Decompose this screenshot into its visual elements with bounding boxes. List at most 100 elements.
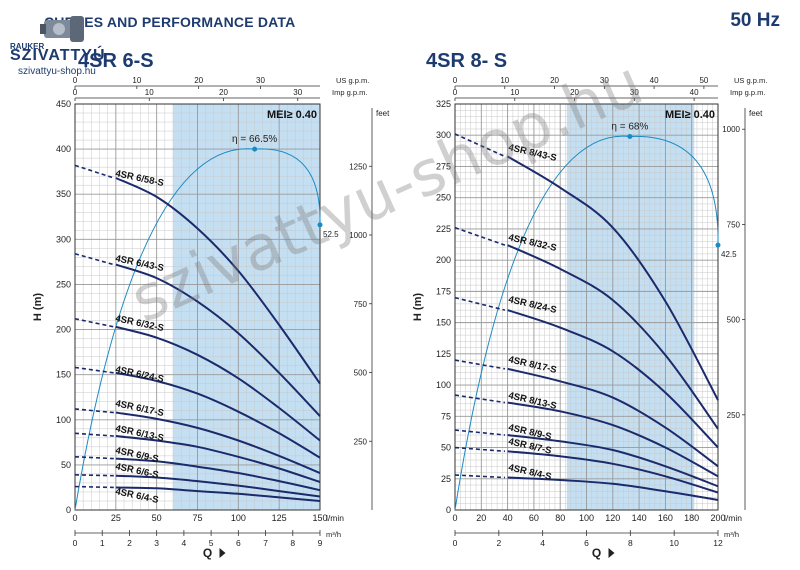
efficiency-end-marker bbox=[715, 242, 721, 248]
curve-dashed-5 bbox=[74, 432, 114, 437]
curve-dashed-0 bbox=[454, 133, 506, 158]
feet-unit-label: feet bbox=[749, 109, 763, 118]
m3h-tick-label: 10 bbox=[669, 538, 679, 548]
q-tick-label: 0 bbox=[452, 513, 457, 523]
curve-dashed-3 bbox=[74, 366, 114, 374]
efficiency-end-label: 52.5 bbox=[323, 230, 339, 239]
curve-2 bbox=[507, 309, 719, 449]
curve-1 bbox=[115, 263, 321, 417]
q-arrow-icon bbox=[608, 548, 615, 558]
m3h-tick-label: 8 bbox=[290, 538, 295, 548]
curve-4 bbox=[115, 411, 321, 474]
plot-frame bbox=[454, 103, 719, 511]
curve-6 bbox=[115, 457, 321, 492]
q-tick-label: 80 bbox=[555, 513, 565, 523]
q-arrow-icon bbox=[219, 548, 226, 558]
impgpm-tick-label: 10 bbox=[145, 88, 154, 97]
feet-tick-label: 1000 bbox=[722, 125, 740, 134]
feet-tick-label: 500 bbox=[354, 369, 368, 378]
efficiency-peak-marker bbox=[252, 146, 258, 152]
mei-label: MEI≥ 0.40 bbox=[665, 109, 715, 121]
feet-tick-label: 250 bbox=[727, 411, 741, 420]
efficiency-label: η = 68% bbox=[611, 121, 648, 132]
q-tick-label: 0 bbox=[72, 513, 77, 523]
impgpm-tick-label: 20 bbox=[219, 88, 228, 97]
h-tick-label: 275 bbox=[436, 161, 451, 171]
h-tick-label: 300 bbox=[56, 234, 71, 244]
h-tick-label: 200 bbox=[56, 325, 71, 335]
m3h-unit-label: m³/h bbox=[724, 530, 739, 539]
frequency-label: 50 Hz bbox=[730, 10, 780, 31]
curve-label-3: 4SR 6/24-S bbox=[114, 364, 164, 385]
q-tick-label: 100 bbox=[579, 513, 594, 523]
m3h-tick-label: 12 bbox=[713, 538, 723, 548]
m3h-tick-label: 4 bbox=[182, 538, 187, 548]
m3h-tick-label: 2 bbox=[127, 538, 132, 548]
h-tick-label: 250 bbox=[56, 279, 71, 289]
chart-title-4sr8: 4SR 8- S bbox=[426, 50, 508, 72]
curve-label-5: 4SR 6/13-S bbox=[114, 423, 164, 444]
usgpm-tick-label: 50 bbox=[699, 76, 708, 85]
page-title: CURVES AND PERFORMANCE DATA bbox=[44, 14, 296, 30]
curve-dashed-1 bbox=[454, 226, 506, 246]
m3h-tick-label: 0 bbox=[453, 538, 458, 548]
curve-8 bbox=[115, 486, 321, 502]
efficiency-label: η = 66.5% bbox=[232, 134, 277, 145]
impgpm-tick-label: 0 bbox=[73, 88, 78, 97]
q-tick-label: 100 bbox=[231, 513, 246, 523]
curve-dashed-6 bbox=[74, 455, 114, 460]
h-tick-label: 0 bbox=[66, 505, 71, 515]
q-axis-label: Q bbox=[203, 546, 212, 560]
h-axis-label: H (m) bbox=[32, 293, 44, 321]
impgpm-tick-label: 10 bbox=[510, 88, 519, 97]
curve-7 bbox=[507, 476, 719, 501]
usgpm-tick-label: 20 bbox=[550, 76, 559, 85]
usgpm-unit-label: US g.p.m. bbox=[734, 76, 767, 85]
feet-tick-label: 500 bbox=[727, 316, 741, 325]
feet-tick-label: 750 bbox=[354, 300, 368, 309]
m3h-tick-label: 6 bbox=[584, 538, 589, 548]
m3h-unit-label: m³/h bbox=[326, 530, 341, 539]
m3h-tick-label: 0 bbox=[73, 538, 78, 548]
q-tick-label: 75 bbox=[192, 513, 202, 523]
m3h-tick-label: 7 bbox=[263, 538, 268, 548]
h-tick-label: 450 bbox=[56, 99, 71, 109]
curve-dashed-8 bbox=[74, 485, 114, 489]
logo-brand-text: SZIVATTYÚ bbox=[10, 47, 106, 64]
q-tick-label: 150 bbox=[312, 513, 327, 523]
h-tick-label: 100 bbox=[56, 415, 71, 425]
mei-label: MEI≥ 0.40 bbox=[267, 109, 317, 121]
logo-url: szivattyu-shop.hu bbox=[18, 66, 96, 77]
curve-6 bbox=[507, 450, 719, 494]
h-tick-label: 150 bbox=[436, 318, 451, 328]
curve-label-4: 4SR 8/13-S bbox=[507, 390, 557, 412]
curve-dashed-5 bbox=[454, 429, 506, 436]
q-tick-label: 160 bbox=[658, 513, 673, 523]
h-tick-label: 175 bbox=[436, 286, 451, 296]
h-tick-label: 200 bbox=[436, 255, 451, 265]
efficiency-end-label: 42.5 bbox=[721, 250, 737, 259]
curve-0 bbox=[507, 155, 719, 401]
plot-frame bbox=[74, 103, 321, 511]
curve-dashed-6 bbox=[454, 446, 506, 453]
chart-title-4sr6: 4SR 6-S bbox=[78, 50, 154, 72]
impgpm-tick-label: 30 bbox=[293, 88, 302, 97]
feet-tick-label: 1000 bbox=[349, 231, 367, 240]
curve-label-7: 4SR 8/4-S bbox=[507, 462, 552, 483]
m3h-tick-label: 4 bbox=[540, 538, 545, 548]
q-tick-label: 50 bbox=[152, 513, 162, 523]
m3h-tick-label: 9 bbox=[318, 538, 323, 548]
curve-5 bbox=[507, 434, 719, 488]
brand-logo: RAUKER SZIVATTYÚ szivattyu-shop.hu bbox=[6, 6, 128, 78]
feet-tick-label: 1250 bbox=[349, 162, 367, 171]
q-tick-label: 200 bbox=[710, 513, 725, 523]
h-tick-label: 150 bbox=[56, 370, 71, 380]
q-tick-label: 40 bbox=[503, 513, 513, 523]
curve-dashed-2 bbox=[454, 296, 506, 311]
q-tick-label: 60 bbox=[529, 513, 539, 523]
usgpm-tick-label: 30 bbox=[256, 76, 265, 85]
h-tick-label: 75 bbox=[441, 411, 451, 421]
m3h-tick-label: 3 bbox=[154, 538, 159, 548]
